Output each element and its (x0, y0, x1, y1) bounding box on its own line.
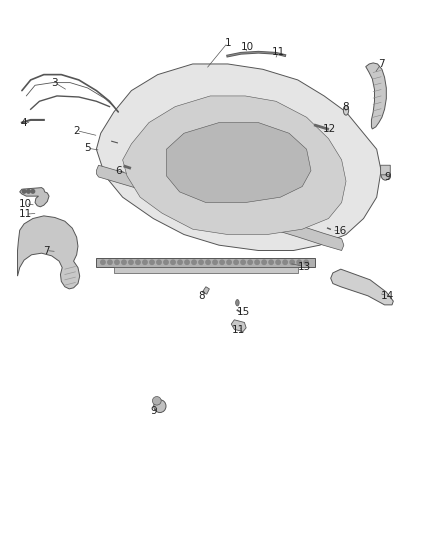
Text: 1: 1 (224, 38, 231, 47)
Circle shape (206, 260, 210, 264)
Circle shape (31, 190, 35, 193)
Polygon shape (96, 165, 344, 251)
Text: 8: 8 (198, 291, 205, 301)
Circle shape (122, 260, 126, 264)
Circle shape (255, 260, 259, 264)
Text: 7: 7 (42, 246, 49, 255)
Circle shape (157, 260, 161, 264)
Circle shape (101, 260, 105, 264)
Circle shape (115, 260, 119, 264)
Polygon shape (96, 64, 381, 251)
Circle shape (108, 260, 112, 264)
Circle shape (22, 190, 26, 193)
Circle shape (213, 260, 217, 264)
Text: 7: 7 (378, 59, 385, 69)
Circle shape (269, 260, 273, 264)
Text: 10: 10 (241, 42, 254, 52)
Text: 12: 12 (323, 124, 336, 134)
Polygon shape (331, 269, 393, 305)
Polygon shape (123, 96, 346, 235)
Circle shape (192, 260, 196, 264)
Text: 3: 3 (51, 78, 58, 87)
Text: 5: 5 (84, 143, 91, 153)
Polygon shape (114, 266, 298, 273)
Text: 10: 10 (19, 199, 32, 208)
Circle shape (171, 260, 175, 264)
Circle shape (129, 260, 133, 264)
Polygon shape (366, 63, 386, 129)
Text: 11: 11 (272, 47, 285, 57)
Circle shape (290, 260, 294, 264)
Circle shape (185, 260, 189, 264)
Circle shape (304, 260, 308, 264)
Ellipse shape (154, 400, 166, 413)
Circle shape (276, 260, 280, 264)
FancyBboxPatch shape (381, 165, 390, 175)
Circle shape (178, 260, 182, 264)
Circle shape (136, 260, 140, 264)
Polygon shape (20, 188, 49, 207)
Text: 6: 6 (115, 166, 122, 175)
Polygon shape (231, 320, 246, 332)
Text: 11: 11 (19, 209, 32, 219)
Circle shape (227, 260, 231, 264)
Circle shape (297, 260, 301, 264)
Circle shape (27, 190, 30, 193)
Text: 2: 2 (73, 126, 80, 135)
Polygon shape (18, 216, 80, 289)
Circle shape (150, 260, 154, 264)
Circle shape (199, 260, 203, 264)
Text: 16: 16 (334, 226, 347, 236)
Text: 9: 9 (151, 407, 158, 416)
Circle shape (164, 260, 168, 264)
Ellipse shape (381, 169, 390, 180)
Text: 11: 11 (232, 326, 245, 335)
Circle shape (241, 260, 245, 264)
Circle shape (234, 260, 238, 264)
Polygon shape (166, 123, 311, 203)
Text: 9: 9 (384, 172, 391, 182)
Circle shape (220, 260, 224, 264)
Circle shape (283, 260, 287, 264)
Polygon shape (202, 287, 209, 294)
Ellipse shape (343, 106, 349, 115)
Circle shape (248, 260, 252, 264)
Circle shape (262, 260, 266, 264)
Text: 4: 4 (21, 118, 28, 127)
Ellipse shape (152, 397, 161, 405)
Circle shape (143, 260, 147, 264)
Ellipse shape (236, 300, 239, 306)
Text: 14: 14 (381, 291, 394, 301)
Text: 13: 13 (298, 262, 311, 271)
Text: 8: 8 (342, 102, 349, 111)
Polygon shape (96, 258, 315, 266)
Text: 15: 15 (237, 307, 250, 317)
